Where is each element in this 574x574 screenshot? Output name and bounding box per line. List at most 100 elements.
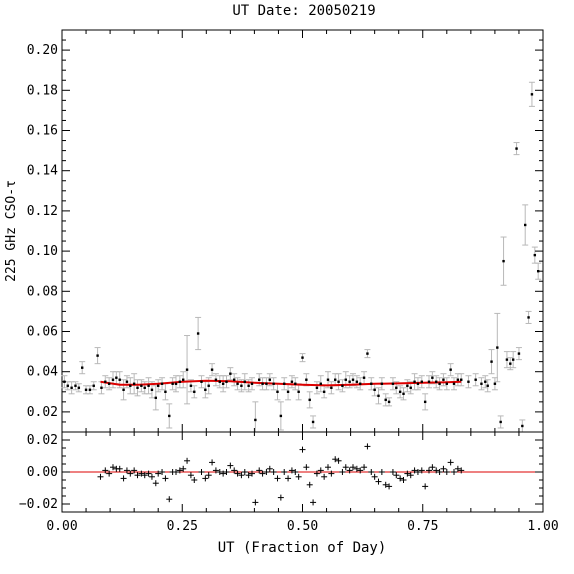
data-point: [178, 380, 182, 383]
data-point: [348, 380, 351, 383]
residual-point: [422, 483, 429, 490]
residual-point: [109, 464, 116, 471]
data-point: [104, 380, 107, 383]
residual-point: [106, 470, 113, 477]
residual-point: [285, 475, 292, 482]
data-point: [247, 384, 250, 387]
residual-point: [231, 467, 238, 474]
data-point: [154, 396, 157, 400]
data-point: [160, 382, 164, 385]
data-point: [214, 378, 218, 381]
residual-point: [155, 470, 162, 477]
x-tick-label: 0.00: [46, 519, 77, 534]
residual-point: [371, 473, 378, 480]
data-point: [456, 378, 460, 381]
data-point: [524, 223, 527, 227]
data-point: [193, 390, 196, 393]
main-y-tick-labels: 0.02 0.04 0.06 0.08 0.10 0.12 0.14 0.16 0.18 0.20: [27, 43, 58, 420]
data-point: [395, 386, 398, 389]
residual-ticks: [62, 439, 543, 513]
data-point: [286, 390, 290, 393]
data-point: [445, 382, 448, 385]
data-point: [96, 354, 99, 357]
data-point: [150, 388, 154, 391]
residual-point: [281, 469, 288, 475]
data-point: [210, 368, 214, 371]
data-point: [258, 378, 261, 381]
residual-point: [346, 467, 353, 474]
residual-point: [454, 465, 461, 472]
residual-point: [248, 470, 255, 477]
x-tick-label: 0.50: [287, 519, 318, 534]
residual-point: [295, 473, 302, 480]
residual-point: [451, 469, 458, 475]
data-point: [413, 380, 416, 383]
residual-point: [166, 496, 173, 503]
data-point: [236, 382, 239, 385]
residual-point: [288, 467, 295, 474]
data-point: [276, 390, 279, 393]
data-point: [377, 394, 380, 398]
residual-point: [404, 470, 411, 477]
main-errorbars: [61, 81, 542, 433]
data-point: [200, 380, 203, 383]
residual-point: [277, 494, 284, 501]
data-point: [344, 378, 347, 381]
data-point: [143, 386, 146, 389]
data-point: [81, 366, 84, 369]
residual-point: [447, 459, 454, 466]
y-tick-label: 0.06: [27, 325, 58, 340]
res-y-tick-label: 0.02: [27, 433, 58, 448]
data-point: [490, 360, 493, 363]
data-point: [261, 382, 264, 385]
data-point: [218, 380, 221, 383]
data-point: [359, 382, 362, 385]
x-tick-label: 0.25: [167, 519, 198, 534]
y-axis-label: 225 GHz CSO-τ: [4, 180, 19, 282]
x-axis-label: UT (Fraction of Day): [218, 540, 387, 556]
x-tick-label: 0.75: [407, 519, 438, 534]
residual-point: [378, 469, 385, 475]
data-point: [84, 388, 88, 391]
residual-point: [353, 465, 360, 472]
y-tick-label: 0.10: [27, 244, 58, 259]
residual-point: [238, 472, 245, 479]
data-point: [268, 378, 271, 381]
data-point: [322, 390, 326, 393]
data-point: [122, 388, 125, 391]
residual-point: [141, 472, 148, 479]
data-point: [171, 382, 174, 385]
data-point: [509, 362, 512, 365]
residual-point: [357, 467, 364, 474]
data-point: [301, 356, 304, 359]
residual-point: [131, 467, 138, 474]
residual-point: [263, 469, 270, 475]
residual-point: [266, 465, 273, 472]
y-tick-label: 0.14: [27, 164, 58, 179]
residual-point: [138, 470, 145, 477]
data-point: [129, 384, 132, 387]
main-panel: 0.02 0.04 0.06 0.08 0.10 0.12 0.14 0.16 0.18 0.20: [27, 29, 544, 512]
data-point: [290, 380, 294, 383]
residual-point: [397, 475, 404, 482]
residual-point: [335, 457, 342, 464]
residual-point: [324, 464, 331, 471]
residual-point: [270, 469, 277, 475]
data-point: [521, 424, 524, 428]
data-point: [326, 378, 330, 381]
data-point: [88, 388, 92, 391]
data-point: [311, 420, 315, 424]
data-point: [480, 382, 483, 385]
residual-point: [407, 472, 414, 479]
residual-point: [328, 470, 335, 477]
data-point: [294, 382, 297, 385]
data-point: [449, 368, 452, 371]
main-points: [63, 93, 540, 428]
residual-point: [180, 465, 187, 472]
data-point: [398, 390, 402, 393]
residual-point: [184, 457, 191, 464]
residual-point: [148, 473, 155, 480]
residual-point: [418, 467, 425, 474]
data-point: [74, 384, 77, 387]
residual-point: [198, 469, 205, 475]
